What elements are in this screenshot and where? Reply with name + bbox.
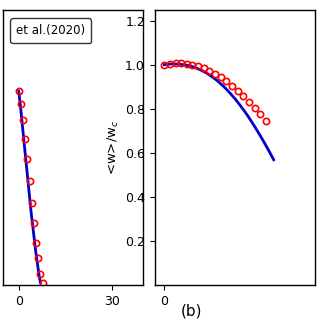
Y-axis label: <w>/w$_c$: <w>/w$_c$ xyxy=(106,119,121,175)
Text: (b): (b) xyxy=(181,303,203,318)
Legend: et al.(2020): et al.(2020) xyxy=(11,18,92,43)
